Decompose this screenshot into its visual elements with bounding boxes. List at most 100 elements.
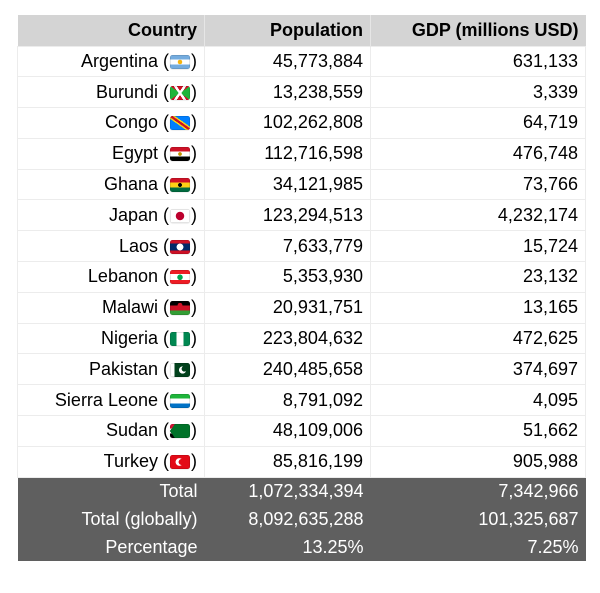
lebanon-flag-icon: [170, 270, 190, 285]
country-cell: Sierra Leone (): [17, 384, 205, 417]
population-cell: 48,109,006: [204, 415, 371, 447]
country-cell: Burundi (): [17, 76, 205, 109]
country-label-close: ): [191, 451, 197, 472]
country-cell: Sudan (): [17, 415, 205, 447]
table-row: Malawi () 20,931,751 13,165: [17, 291, 586, 324]
country-cell: Japan (): [17, 199, 205, 232]
population-cell: 102,262,808: [204, 107, 371, 139]
population-cell: 45,773,884: [204, 45, 371, 78]
country-label-close: ): [191, 389, 197, 410]
country-cell: Malawi (): [17, 291, 205, 324]
country-name: Malawi (: [101, 297, 169, 318]
table-row: Japan () 123,294,513 4,232,174: [17, 199, 586, 232]
gdp-cell: 4,095: [370, 384, 586, 417]
sudan-flag-icon: [170, 424, 190, 439]
country-name: Sierra Leone (: [54, 389, 169, 410]
country-label-close: ): [191, 174, 197, 195]
country-cell: Laos (): [17, 230, 205, 263]
country-name: Turkey (: [103, 451, 169, 472]
population-cell: 112,716,598: [204, 137, 371, 170]
gdp-cell: 4,232,174: [370, 199, 586, 232]
country-label-close: ): [191, 50, 197, 71]
table-row: Ghana () 34,121,985 73,766: [17, 168, 586, 201]
col-header-population: Population: [204, 15, 371, 46]
table-row: Egypt () 112,716,598 476,748: [17, 137, 586, 170]
footer-population-cell: 1,072,334,394: [204, 477, 371, 506]
table-row: Argentina () 45,773,884 631,133: [17, 45, 586, 78]
country-label-close: ): [191, 143, 197, 164]
gdp-cell: 13,165: [370, 291, 586, 324]
gdp-cell: 15,724: [370, 230, 586, 263]
country-label-close: ): [191, 266, 197, 287]
footer-gdp-cell: 101,325,687: [370, 505, 586, 534]
nigeria-flag-icon: [170, 332, 190, 347]
country-cell: Nigeria (): [17, 322, 205, 355]
population-cell: 5,353,930: [204, 261, 371, 293]
footer-row: Total 1,072,334,394 7,342,966: [17, 477, 586, 506]
country-name: Sudan (: [105, 420, 169, 441]
gdp-cell: 374,697: [370, 353, 586, 386]
country-label-close: ): [191, 358, 197, 379]
ghana-flag-icon: [170, 178, 190, 193]
table-footer: Total 1,072,334,394 7,342,966 Total (global…: [17, 477, 586, 562]
country-label-close: ): [191, 235, 197, 256]
gdp-cell: 3,339: [370, 76, 586, 109]
population-cell: 7,633,779: [204, 230, 371, 263]
country-name: Congo (: [104, 112, 169, 133]
country-label-close: ): [191, 420, 197, 441]
header-row: Country Population GDP (millions USD): [17, 15, 586, 46]
gdp-cell: 472,625: [370, 322, 586, 355]
gdp-cell: 23,132: [370, 261, 586, 293]
country-name: Argentina (: [80, 50, 169, 71]
gdp-cell: 73,766: [370, 168, 586, 201]
sierra-leone-flag-icon: [170, 393, 190, 408]
table-row: Congo () 102,262,808 64,719: [17, 107, 586, 139]
footer-population-cell: 13.25%: [204, 533, 371, 562]
footer-label-cell: Total: [17, 477, 205, 506]
country-cell: Congo (): [17, 107, 205, 139]
country-cell: Ghana (): [17, 168, 205, 201]
population-cell: 240,485,658: [204, 353, 371, 386]
population-cell: 13,238,559: [204, 76, 371, 109]
footer-gdp-cell: 7.25%: [370, 533, 586, 562]
table-row: Pakistan () 240,485,658 374,697: [17, 353, 586, 386]
country-stats-table: Country Population GDP (millions USD) Ar…: [17, 15, 586, 562]
country-label-close: ): [191, 297, 197, 318]
population-cell: 123,294,513: [204, 199, 371, 232]
country-name: Ghana (: [103, 174, 169, 195]
turkey-flag-icon: [170, 455, 190, 470]
country-name: Laos (: [118, 235, 169, 256]
table-header: Country Population GDP (millions USD): [17, 15, 586, 46]
gdp-cell: 631,133: [370, 45, 586, 78]
argentina-flag-icon: [170, 54, 190, 69]
burundi-flag-icon: [170, 85, 190, 100]
country-cell: Turkey (): [17, 445, 205, 478]
table-row: Lebanon () 5,353,930 23,132: [17, 261, 586, 293]
population-cell: 85,816,199: [204, 445, 371, 478]
footer-row: Percentage 13.25% 7.25%: [17, 533, 586, 562]
egypt-flag-icon: [170, 147, 190, 162]
country-name: Pakistan (: [88, 358, 169, 379]
country-cell: Argentina (): [17, 45, 205, 78]
country-name: Burundi (: [95, 81, 169, 102]
country-label-close: ): [191, 204, 197, 225]
country-label-close: ): [191, 112, 197, 133]
country-cell: Egypt (): [17, 137, 205, 170]
gdp-cell: 476,748: [370, 137, 586, 170]
footer-population-cell: 8,092,635,288: [204, 505, 371, 534]
country-label-close: ): [191, 328, 197, 349]
country-label-close: ): [191, 81, 197, 102]
country-name: Nigeria (: [100, 328, 169, 349]
col-header-country: Country: [17, 15, 205, 46]
footer-gdp-cell: 7,342,966: [370, 477, 586, 506]
gdp-cell: 51,662: [370, 415, 586, 447]
population-cell: 8,791,092: [204, 384, 371, 417]
malawi-flag-icon: [170, 301, 190, 316]
footer-row: Total (globally) 8,092,635,288 101,325,687: [17, 505, 586, 534]
footer-label-cell: Total (globally): [17, 505, 205, 534]
col-header-gdp: GDP (millions USD): [370, 15, 586, 46]
japan-flag-icon: [170, 208, 190, 223]
footer-label-cell: Percentage: [17, 533, 205, 562]
table-row: Sudan () 48,109,006 51,662: [17, 415, 586, 447]
